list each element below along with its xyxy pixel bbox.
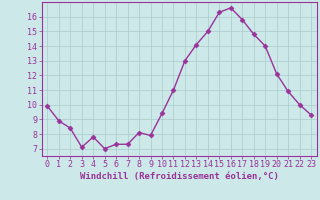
X-axis label: Windchill (Refroidissement éolien,°C): Windchill (Refroidissement éolien,°C) (80, 172, 279, 181)
